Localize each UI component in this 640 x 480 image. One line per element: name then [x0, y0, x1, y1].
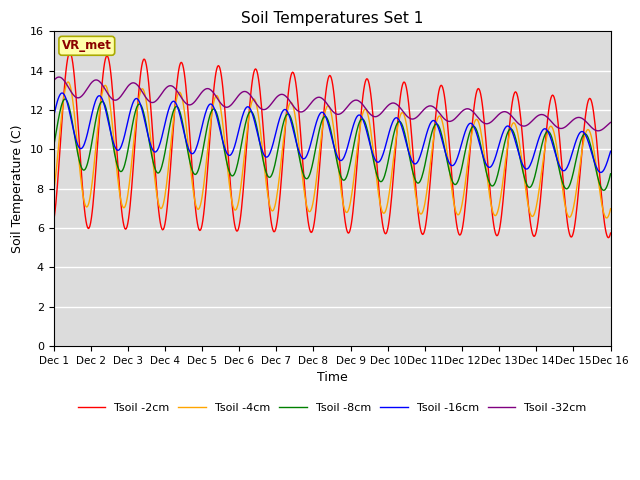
Tsoil -16cm	[196, 130, 204, 136]
Tsoil -32cm	[50, 78, 58, 84]
Tsoil -8cm	[600, 187, 607, 193]
Tsoil -32cm	[196, 91, 204, 97]
Tsoil -8cm	[173, 104, 180, 109]
Tsoil -32cm	[378, 109, 386, 115]
Tsoil -8cm	[556, 171, 564, 177]
Tsoil -16cm	[58, 90, 66, 96]
Tsoil -16cm	[596, 169, 604, 175]
Tsoil -4cm	[378, 209, 386, 215]
Tsoil -4cm	[50, 190, 58, 195]
Title: Soil Temperatures Set 1: Soil Temperatures Set 1	[241, 11, 423, 26]
Tsoil -32cm	[556, 126, 564, 132]
Tsoil -16cm	[556, 165, 564, 170]
Tsoil -8cm	[378, 178, 386, 184]
Tsoil -32cm	[324, 103, 332, 108]
Tsoil -32cm	[173, 87, 180, 93]
Tsoil -8cm	[196, 159, 204, 165]
Tsoil -32cm	[595, 128, 602, 134]
Tsoil -8cm	[433, 121, 441, 127]
Tsoil -16cm	[433, 122, 441, 128]
Tsoil -8cm	[61, 96, 69, 102]
Tsoil -2cm	[433, 98, 441, 104]
Tsoil -2cm	[66, 49, 74, 55]
Tsoil -2cm	[556, 144, 564, 149]
Tsoil -8cm	[607, 171, 614, 177]
Line: Tsoil -2cm: Tsoil -2cm	[54, 52, 611, 238]
Tsoil -4cm	[603, 215, 611, 221]
Text: VR_met: VR_met	[62, 39, 112, 52]
Tsoil -16cm	[324, 121, 332, 127]
Legend: Tsoil -2cm, Tsoil -4cm, Tsoil -8cm, Tsoil -16cm, Tsoil -32cm: Tsoil -2cm, Tsoil -4cm, Tsoil -8cm, Tsoi…	[73, 398, 591, 418]
Line: Tsoil -32cm: Tsoil -32cm	[54, 77, 611, 131]
Tsoil -2cm	[607, 230, 614, 236]
Tsoil -32cm	[607, 120, 614, 125]
Tsoil -32cm	[55, 74, 63, 80]
Tsoil -4cm	[607, 206, 614, 212]
Tsoil -2cm	[604, 235, 612, 240]
Line: Tsoil -8cm: Tsoil -8cm	[54, 99, 611, 190]
Tsoil -16cm	[50, 114, 58, 120]
Tsoil -2cm	[50, 219, 58, 225]
X-axis label: Time: Time	[317, 371, 348, 384]
Tsoil -2cm	[196, 227, 204, 233]
Tsoil -4cm	[556, 170, 564, 176]
Tsoil -8cm	[50, 144, 58, 150]
Tsoil -16cm	[607, 148, 614, 154]
Tsoil -8cm	[324, 118, 332, 124]
Y-axis label: Soil Temperature (C): Soil Temperature (C)	[11, 124, 24, 253]
Tsoil -4cm	[173, 96, 180, 102]
Tsoil -4cm	[196, 202, 204, 207]
Tsoil -2cm	[378, 220, 386, 226]
Tsoil -4cm	[324, 103, 332, 108]
Tsoil -2cm	[173, 85, 180, 91]
Line: Tsoil -16cm: Tsoil -16cm	[54, 93, 611, 172]
Tsoil -16cm	[173, 102, 180, 108]
Tsoil -16cm	[378, 153, 386, 159]
Line: Tsoil -4cm: Tsoil -4cm	[54, 82, 611, 218]
Tsoil -32cm	[433, 108, 441, 113]
Tsoil -4cm	[65, 79, 72, 85]
Tsoil -2cm	[324, 75, 332, 81]
Tsoil -4cm	[433, 116, 441, 122]
